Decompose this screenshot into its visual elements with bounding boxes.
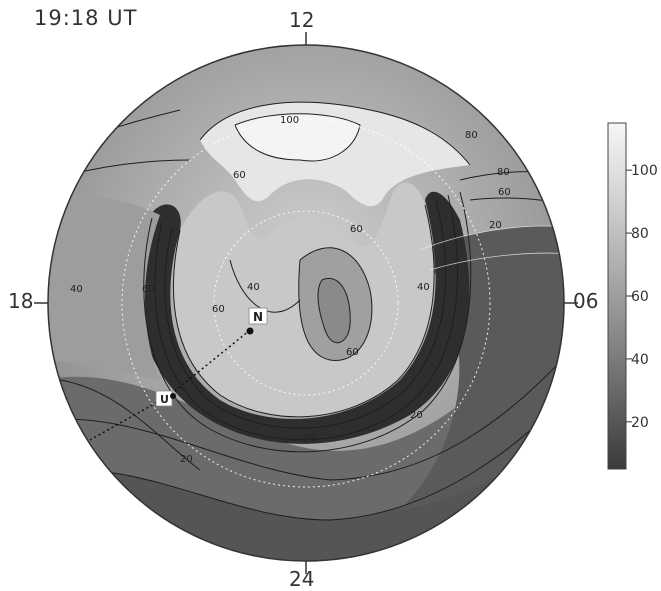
contour-label: 20 xyxy=(489,220,502,231)
colorbar-tick-label: 100 xyxy=(631,163,658,179)
contour-label: 80 xyxy=(465,130,478,141)
contour-label: 20 xyxy=(410,410,423,421)
colorbar-tick-label: 20 xyxy=(631,415,649,431)
contour-label: 60 xyxy=(350,224,363,235)
contour-label: 60 xyxy=(142,284,155,295)
contour-label: 80 xyxy=(497,167,510,178)
contour-label: 60 xyxy=(212,304,225,315)
station-label: U xyxy=(160,393,169,406)
contour-label: 60 xyxy=(346,347,359,358)
contour-label: 20 xyxy=(303,433,316,444)
local-time-label-24: 24 xyxy=(289,567,315,591)
colorbar-tick-label: 40 xyxy=(631,352,649,368)
colorbar: 100 80 60 40 20 xyxy=(607,122,658,470)
colorbar-tick-label: 80 xyxy=(631,226,649,242)
contour-label: 20 xyxy=(180,454,193,465)
contour-label: 100 xyxy=(280,115,299,126)
time-label: 19:18 UT xyxy=(34,6,138,30)
contour-label: 40 xyxy=(70,284,83,295)
north-pole-label: N xyxy=(253,310,263,324)
local-time-label-12: 12 xyxy=(289,8,315,32)
contour-label: 40 xyxy=(417,282,430,293)
contour-label: 60 xyxy=(233,170,246,181)
contour-label: 40 xyxy=(247,282,260,293)
local-time-label-06: 06 xyxy=(573,289,599,313)
colorbar-gradient xyxy=(607,122,627,470)
colorbar-tick-label: 60 xyxy=(631,289,649,305)
north-pole-marker: N xyxy=(246,307,268,335)
contour-label: 60 xyxy=(498,187,511,198)
station-marker: U xyxy=(155,390,176,407)
contour-labels: 100 80 80 60 60 60 60 60 60 40 40 40 20 … xyxy=(70,115,511,465)
local-time-label-18: 18 xyxy=(8,289,34,313)
